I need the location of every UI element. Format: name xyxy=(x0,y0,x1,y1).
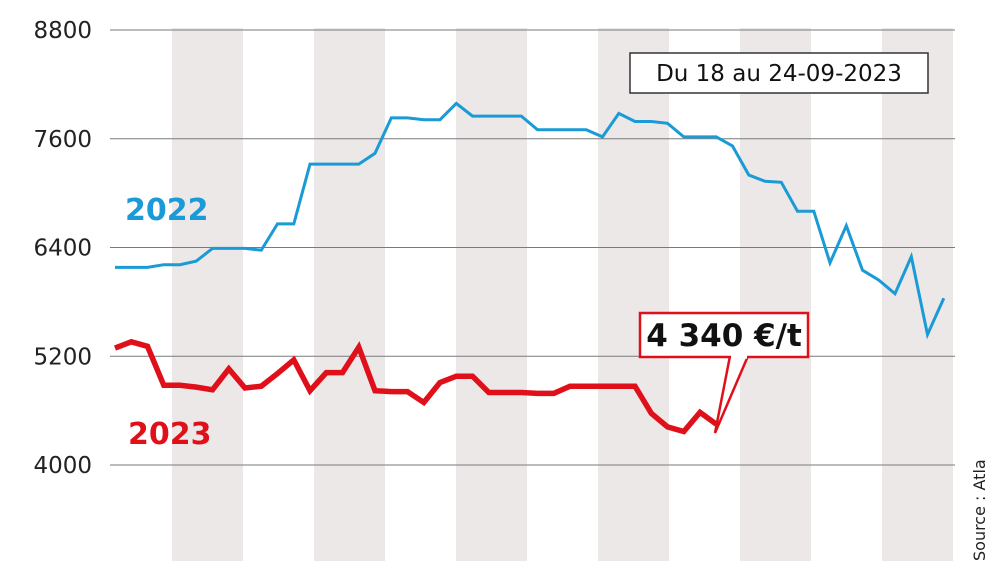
source-text: Source : Atla xyxy=(970,459,989,561)
background-band xyxy=(882,28,953,561)
y-tick-label: 5200 xyxy=(33,344,92,370)
y-tick-label: 6400 xyxy=(33,236,92,262)
background-band xyxy=(740,28,811,561)
callout-text: 4 340 €/t xyxy=(646,318,802,354)
y-tick-label: 7600 xyxy=(33,127,92,153)
series-label-2023: 2023 xyxy=(128,417,212,452)
background-band xyxy=(456,28,527,561)
background-band xyxy=(172,28,243,561)
horizontal-gridlines xyxy=(110,29,955,466)
date-range-box: Du 18 au 24-09-2023 xyxy=(629,52,929,94)
background-band xyxy=(598,28,669,561)
series-lines xyxy=(114,101,946,435)
y-tick-label: 4000 xyxy=(33,453,92,479)
y-axis-ticks: 4000 5200 6400 7600 8800 xyxy=(33,18,92,479)
date-range-text: Du 18 au 24-09-2023 xyxy=(656,61,902,87)
callout-box xyxy=(638,311,810,359)
y-tick-label: 8800 xyxy=(33,18,92,44)
callout: 4 340 €/t xyxy=(638,311,810,434)
background-band xyxy=(314,28,385,561)
background-bands xyxy=(172,28,953,561)
series-line-2023 xyxy=(114,338,718,435)
series-line-2022 xyxy=(115,101,946,340)
series-label-2022: 2022 xyxy=(125,193,209,228)
